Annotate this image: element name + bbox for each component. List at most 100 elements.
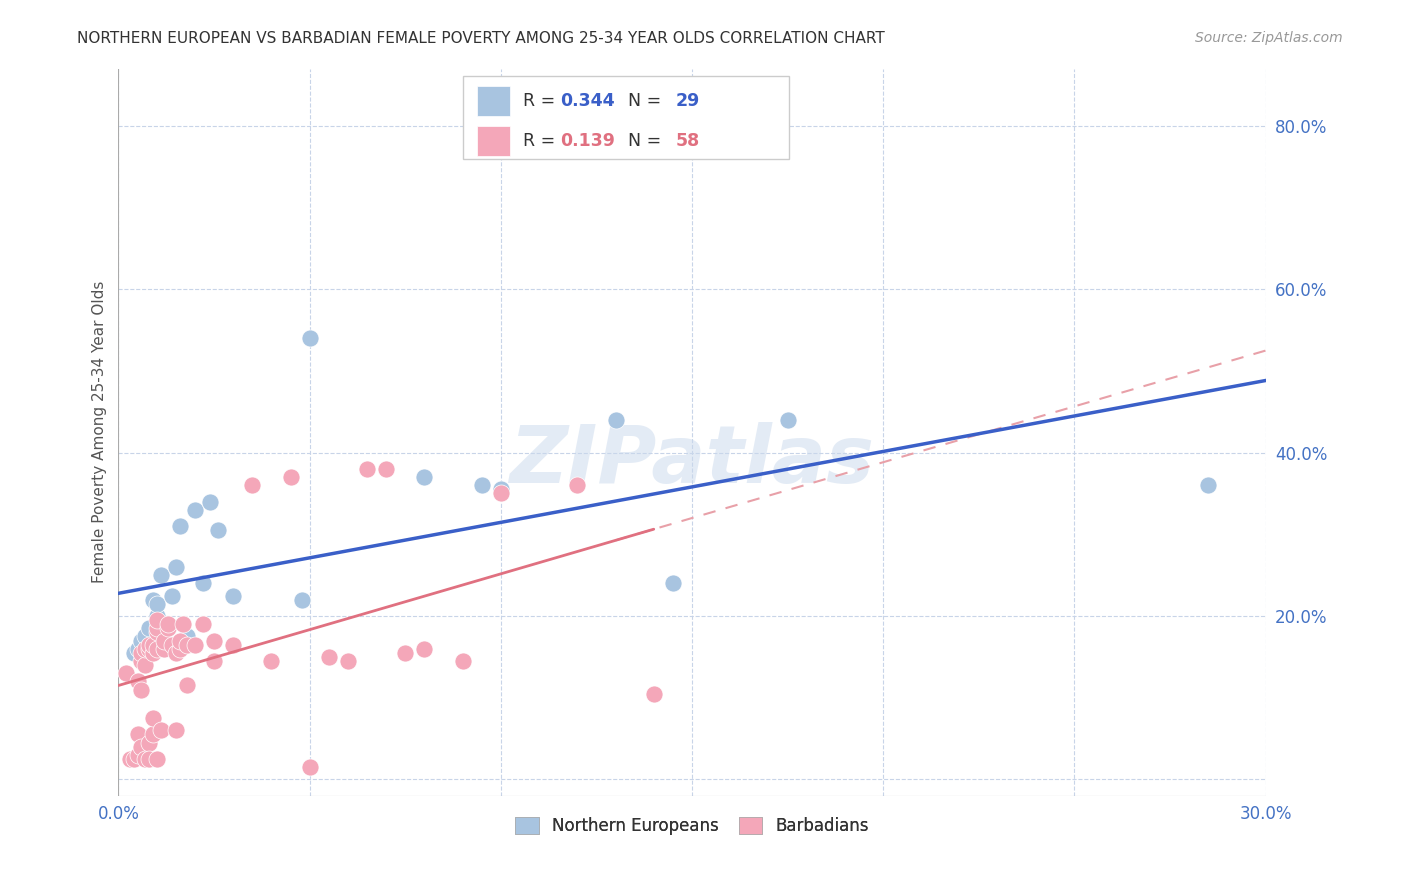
Point [207,523,229,537]
Text: Source: ZipAtlas.com: Source: ZipAtlas.com [1195,31,1343,45]
Text: R =: R = [523,132,561,150]
Point [134,629,156,643]
Point [489,483,512,497]
Point [169,641,191,656]
Point [127,747,149,762]
Point [138,638,160,652]
Point [169,633,191,648]
Point [149,723,172,738]
Legend: Northern Europeans, Barbadians: Northern Europeans, Barbadians [509,811,876,842]
Point [145,621,167,635]
Point [191,617,214,632]
Point [145,609,167,624]
Point [318,649,340,664]
Point [131,633,153,648]
Point [142,592,165,607]
Point [127,641,149,656]
Point [131,682,153,697]
Point [165,646,187,660]
Point [160,589,183,603]
Point [145,613,167,627]
Y-axis label: Female Poverty Among 25-34 Year Olds: Female Poverty Among 25-34 Year Olds [93,281,107,583]
Point [222,638,245,652]
Point [291,592,314,607]
Point [131,646,153,660]
Point [202,654,225,668]
Point [605,413,627,427]
Point [157,621,180,635]
Point [138,736,160,750]
Point [160,638,183,652]
Point [122,752,145,766]
Point [138,641,160,656]
Point [184,502,207,516]
Point [153,633,176,648]
FancyBboxPatch shape [478,86,509,116]
Text: 0.344: 0.344 [560,92,614,110]
Point [356,462,378,476]
Point [451,654,474,668]
Point [184,638,207,652]
Point [1197,478,1219,492]
Point [240,478,263,492]
Point [142,711,165,725]
Point [127,727,149,741]
Point [298,331,321,345]
Point [157,638,180,652]
Point [176,629,198,643]
Point [200,494,222,508]
FancyBboxPatch shape [478,126,509,156]
Point [149,568,172,582]
Point [260,654,283,668]
Point [115,666,138,681]
Point [176,638,198,652]
Point [131,739,153,754]
Point [145,597,167,611]
Point [122,646,145,660]
Point [394,646,416,660]
Point [145,752,167,766]
Point [176,678,198,692]
Point [413,641,436,656]
Point [153,641,176,656]
Point [298,760,321,774]
Point [118,752,141,766]
Point [191,576,214,591]
Text: 58: 58 [676,132,700,150]
Point [662,576,685,591]
Point [169,519,191,533]
Text: 0.139: 0.139 [560,132,614,150]
Text: N =: N = [617,132,668,150]
Point [280,470,302,484]
Point [138,752,160,766]
Point [138,621,160,635]
FancyBboxPatch shape [463,76,790,160]
Point [145,641,167,656]
Point [375,462,398,476]
Point [172,617,194,632]
Point [127,674,149,689]
Point [202,633,225,648]
Point [165,560,187,574]
Point [776,413,799,427]
Point [157,617,180,632]
Point [489,486,512,500]
Point [567,478,589,492]
Text: ZIPatlas: ZIPatlas [509,422,875,500]
Text: 29: 29 [676,92,700,110]
Point [142,727,165,741]
Point [413,470,436,484]
Point [471,478,494,492]
Point [165,723,187,738]
Point [222,589,245,603]
Point [145,625,167,640]
Point [134,641,156,656]
Point [643,687,665,701]
Point [153,625,176,640]
Point [134,658,156,673]
Text: N =: N = [617,92,668,110]
Point [131,654,153,668]
Text: R =: R = [523,92,561,110]
Point [134,752,156,766]
Point [336,654,359,668]
